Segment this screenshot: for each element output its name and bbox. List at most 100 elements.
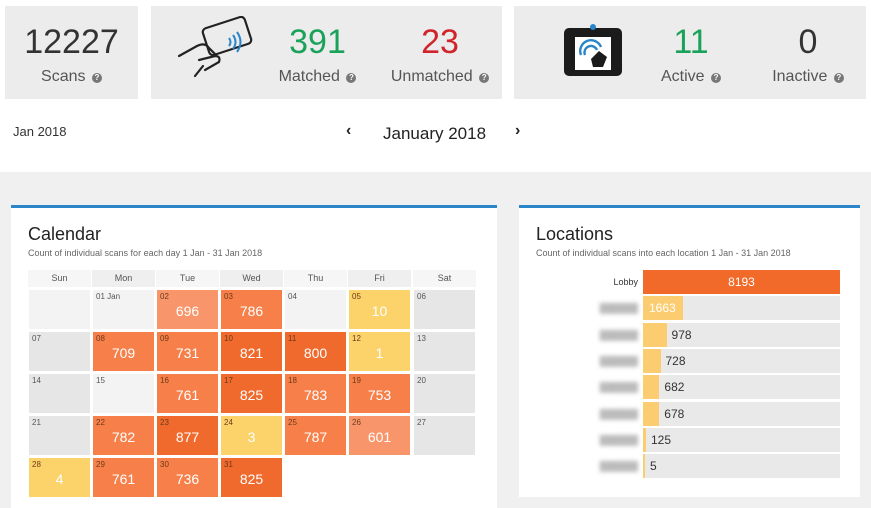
calendar-day-cell[interactable]: 14 (28, 373, 91, 414)
scans-label: Scans (41, 68, 86, 85)
day-scan-count: 1 (375, 345, 384, 361)
weekday-label: Mon (92, 270, 155, 287)
calendar-day-cell[interactable]: 21 (28, 415, 91, 456)
calendar-day-cell[interactable]: 05 10 (348, 289, 411, 330)
location-name: ██████ (599, 355, 638, 366)
day-number: 27 (417, 418, 426, 427)
help-icon[interactable]: ? (833, 73, 844, 83)
location-bar-row[interactable]: 678 (643, 401, 840, 426)
location-value: 1663 (649, 301, 676, 316)
day-scan-count: 753 (367, 387, 392, 403)
calendar-day-cell[interactable]: 01 Jan (92, 289, 155, 330)
period-title: January 2018 (383, 124, 487, 143)
calendar-day-cell[interactable]: 09 731 (156, 331, 219, 372)
day-scan-count: 10 (371, 303, 388, 319)
active-count: 11 (673, 23, 709, 61)
inactive-label: Inactive (772, 68, 828, 85)
locations-subtitle: Count of individual scans into each loca… (536, 248, 791, 258)
calendar-day-cell[interactable]: 04 (284, 289, 347, 330)
calendar-day-cell[interactable]: 22 782 (92, 415, 155, 456)
location-bar-row[interactable]: 978 (643, 322, 840, 347)
day-scan-count: 696 (175, 303, 200, 319)
location-bar (643, 401, 660, 426)
calendar-day-cell[interactable]: 13 (413, 331, 476, 372)
calendar-day-cell[interactable]: 28 4 (28, 457, 91, 498)
chevron-right-icon[interactable]: › (515, 122, 521, 139)
location-name: Lobby (613, 277, 638, 287)
locations-title: Locations (536, 224, 614, 244)
day-number: 15 (96, 376, 105, 385)
location-bar-row[interactable]: 728 (643, 348, 840, 373)
location-bar-row[interactable]: 1663 (643, 296, 840, 321)
calendar-subtitle: Count of individual scans for each day 1… (28, 248, 263, 258)
day-number: 18 (288, 376, 297, 385)
location-value: 678 (664, 406, 685, 421)
calendar-day-cell[interactable]: 08 709 (92, 331, 155, 372)
calendar-day-cell[interactable]: 29 761 (92, 457, 155, 498)
day-scan-count: 825 (239, 471, 264, 487)
calendar-day-cell[interactable]: 23 877 (156, 415, 219, 456)
day-scan-count: 601 (367, 429, 392, 445)
location-bar-row[interactable]: 5 (643, 454, 840, 479)
location-bar (643, 322, 667, 347)
calendar-day-cell[interactable]: 06 (413, 289, 476, 330)
calendar-day-cell[interactable] (28, 289, 91, 330)
location-name: ██████ (599, 461, 638, 472)
calendar-day-cell[interactable]: 26 601 (348, 415, 411, 456)
calendar-day-cell[interactable]: 19 753 (348, 373, 411, 414)
reader-device-icon (563, 23, 623, 78)
day-number: 17 (224, 376, 233, 385)
day-number: 21 (32, 418, 41, 427)
help-icon[interactable]: ? (91, 73, 102, 83)
calendar-day-cell[interactable]: 25 787 (284, 415, 347, 456)
location-name: ██████ (599, 382, 638, 393)
help-icon[interactable]: ? (711, 73, 722, 83)
day-number: 02 (160, 292, 169, 301)
location-bar-row[interactable]: 8193 (643, 270, 840, 294)
calendar-day-cell[interactable]: 16 761 (156, 373, 219, 414)
location-bar (643, 454, 645, 479)
calendar-day-cell[interactable]: 12 1 (348, 331, 411, 372)
calendar-day-cell[interactable]: 17 825 (220, 373, 283, 414)
day-scan-count: 821 (239, 345, 264, 361)
scans-stat: 12227 Scans ? (5, 22, 138, 86)
calendar-day-cell[interactable]: 18 783 (284, 373, 347, 414)
calendar-day-cell[interactable]: 03 786 (220, 289, 283, 330)
day-number: 11 (288, 334, 297, 343)
calendar-day-cell[interactable]: 31 825 (220, 457, 283, 498)
calendar-day-cell[interactable]: 11 800 (284, 331, 347, 372)
chevron-left-icon[interactable]: ‹ (346, 122, 352, 139)
location-bar (643, 270, 840, 294)
day-number: 01 Jan (96, 292, 121, 301)
day-scan-count: 786 (239, 303, 264, 319)
calendar-day-cell[interactable]: 10 821 (220, 331, 283, 372)
day-number: 09 (160, 334, 169, 343)
calendar-day-cell[interactable]: 15 (92, 373, 155, 414)
day-number: 25 (288, 418, 297, 427)
unmatched-label: Unmatched (390, 68, 473, 85)
active-label: Active (660, 68, 705, 85)
period-short: Jan 2018 (13, 124, 67, 139)
day-number: 07 (32, 334, 41, 343)
location-bar-row[interactable]: 125 (643, 427, 840, 452)
calendar-day-cell[interactable]: 07 (28, 331, 91, 372)
day-number: 05 (352, 292, 361, 301)
inactive-stat: 0 Inactive ? (762, 22, 854, 86)
weekday-label: Wed (220, 270, 283, 287)
help-icon[interactable]: ? (346, 73, 357, 83)
calendar-day-cell[interactable]: 27 (413, 415, 476, 456)
scans-card (5, 6, 138, 99)
calendar-day-cell[interactable]: 20 (413, 373, 476, 414)
day-scan-count: 783 (303, 387, 328, 403)
matched-count: 391 (289, 23, 346, 61)
day-number: 28 (32, 460, 41, 469)
location-value: 125 (651, 432, 672, 447)
location-bar-row[interactable]: 682 (643, 375, 840, 400)
calendar-day-cell[interactable]: 24 3 (220, 415, 283, 456)
calendar-day-cell[interactable]: 30 736 (156, 457, 219, 498)
weekday-label: Sat (413, 270, 476, 287)
active-stat: 11 Active ? (645, 22, 737, 86)
calendar-day-cell[interactable]: 02 696 (156, 289, 219, 330)
location-value: 978 (671, 327, 692, 342)
help-icon[interactable]: ? (479, 73, 490, 83)
